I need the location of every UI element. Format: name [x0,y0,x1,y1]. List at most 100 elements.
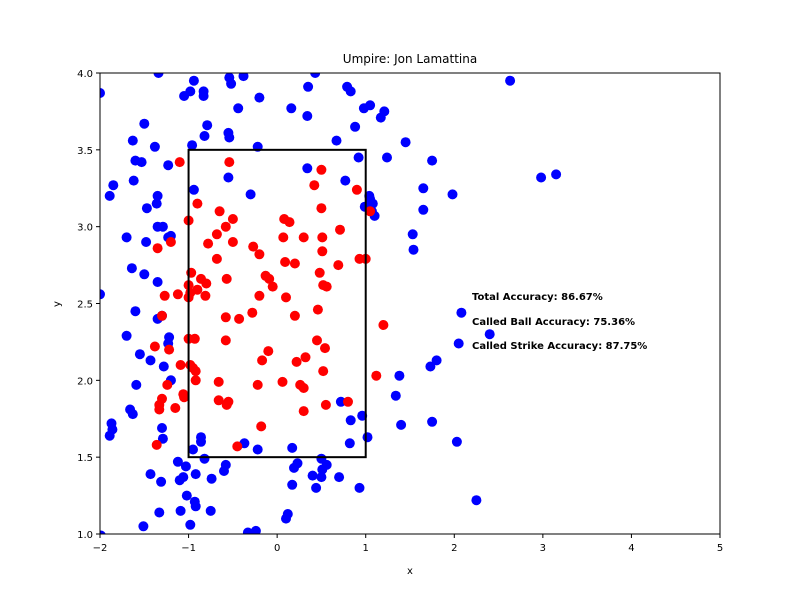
red-point-74 [190,375,201,386]
strike-zone-rect [187,148,367,459]
red-point-67 [300,352,311,363]
blue-point-9 [226,78,237,89]
y-tick-label: 1.0 [77,530,93,541]
blue-point-47 [340,175,351,186]
x-tick-label: 4 [628,543,634,554]
red-point-54 [289,310,300,321]
blue-point-75 [130,306,141,317]
blue-point-117 [456,307,467,318]
red-point-59 [189,333,200,344]
blue-point-94 [196,436,206,447]
blue-point-98 [252,444,263,455]
red-point-0 [174,157,185,168]
blue-point-101 [289,462,299,473]
blue-point-143 [185,519,196,530]
blue-point-60 [141,203,152,214]
x-tick-label: 3 [540,543,546,554]
y-tick-label: 3.0 [77,223,93,234]
blue-point-7 [238,73,249,82]
y-tick-label: 3.5 [77,146,93,157]
red-point-86 [154,404,165,415]
blue-point-81 [134,349,145,360]
red-point-16 [298,232,309,243]
blue-point-123 [471,495,482,506]
x-tick-label: 1 [363,543,369,554]
blue-point-119 [453,338,464,349]
red-point-94 [151,439,162,450]
blue-point-95 [188,444,198,455]
red-point-15 [278,232,289,243]
blue-point-109 [345,415,356,426]
red-point-90 [221,399,232,410]
blue-point-42 [108,180,119,191]
red-point-4 [351,184,362,195]
x-tick-label: −2 [93,543,108,554]
blue-point-91 [157,423,167,433]
x-tick-label: −1 [181,543,196,554]
blue-point-140 [154,507,165,518]
blue-point-82 [145,355,156,366]
red-point-83 [179,392,190,403]
blue-point-0 [100,88,105,98]
red-point-17 [317,232,328,243]
red-point-9 [284,217,295,228]
blue-point-125 [180,461,191,472]
blue-point-55 [447,189,458,200]
blue-point-80 [121,330,132,341]
red-point-65 [263,346,274,357]
blue-point-1 [153,73,164,78]
red-point-81 [162,379,173,390]
red-point-91 [298,406,309,417]
blue-point-28 [187,140,198,151]
red-point-7 [227,214,238,224]
red-point-30 [333,260,344,271]
blue-point-104 [321,459,332,470]
blue-point-74 [100,289,105,300]
blue-point-130 [145,469,156,480]
blue-point-120 [396,419,407,430]
blue-point-17 [286,103,297,114]
blue-point-121 [427,416,438,427]
blue-point-14 [345,86,356,97]
red-point-68 [175,360,186,370]
red-point-87 [170,403,181,413]
blue-point-22 [302,111,313,121]
red-point-61 [312,335,322,346]
red-point-53 [247,307,258,318]
blue-point-56 [536,172,547,183]
blue-point-39 [427,155,438,166]
blue-point-146 [138,521,149,532]
x-axis-ticks: −2 −1 0 1 2 3 4 5 [93,534,723,554]
red-point-95 [232,441,243,452]
red-point-55 [312,304,323,315]
blue-point-31 [149,141,160,152]
red-point-22 [227,237,238,247]
blue-point-38 [382,152,392,163]
blue-point-92 [157,433,168,444]
blue-point-127 [190,469,201,480]
blue-point-116 [431,355,442,366]
red-point-75 [213,376,224,387]
red-point-13 [220,221,231,232]
red-point-72 [291,356,302,367]
blue-point-45 [152,190,163,201]
red-point-79 [298,383,309,393]
blue-point-68 [418,204,429,215]
blue-point-58 [188,184,199,195]
blue-point-99 [287,442,298,453]
red-point-93 [343,396,353,407]
red-point-80 [371,370,382,381]
blue-point-44 [128,175,139,186]
blue-point-8 [188,75,199,86]
red-point-39 [267,281,278,292]
red-point-73 [318,366,329,377]
chart-title: Umpire: Jon Lamattina [343,52,477,66]
blue-point-5 [198,91,209,101]
red-point-64 [164,344,175,355]
blue-point-122 [451,436,462,447]
blue-point-85 [131,379,142,390]
red-point-56 [157,310,167,321]
blue-point-124 [172,456,183,467]
